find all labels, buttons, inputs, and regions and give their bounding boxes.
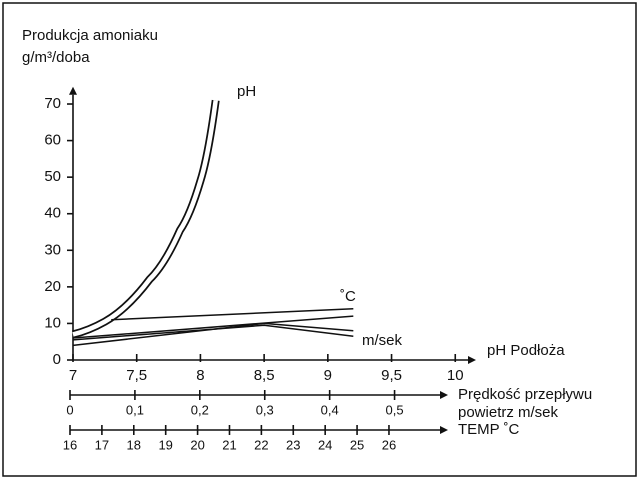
series-line — [72, 315, 354, 339]
y-axis-head — [69, 86, 77, 95]
x-tick-label: 8,5 — [254, 367, 275, 384]
series-line — [72, 322, 354, 347]
x-tick-label: 9,5 — [381, 367, 402, 384]
y-tick-label: 60 — [44, 132, 61, 149]
extra-tick-label: 17 — [95, 437, 109, 452]
extra-tick-label: 23 — [286, 437, 300, 452]
series-label: m/sek — [362, 332, 403, 349]
y-tick-label: 40 — [44, 205, 61, 222]
extra-tick-label: 20 — [190, 437, 204, 452]
extra-axis-head — [440, 391, 448, 399]
x-axis-label: pH Podłoża — [487, 342, 565, 359]
series-line — [72, 324, 354, 341]
y-tick-label: 50 — [44, 168, 61, 185]
series-line — [72, 99, 220, 339]
x-axis-head — [468, 356, 476, 364]
y-tick-label: 30 — [44, 241, 61, 258]
extra-tick-label: 25 — [350, 437, 364, 452]
y-tick-label: 10 — [44, 314, 61, 331]
extra-axis-label: powietrz m/sek — [458, 404, 559, 421]
extra-tick-label: 22 — [254, 437, 268, 452]
extra-tick-label: 24 — [318, 437, 332, 452]
extra-tick-label: 19 — [158, 437, 172, 452]
series-line-inner — [72, 100, 218, 337]
x-tick-label: 7,5 — [126, 367, 147, 384]
y-tick-label: 0 — [53, 351, 61, 368]
extra-tick-label: 0 — [66, 402, 73, 417]
extra-tick-label: 0,3 — [256, 402, 274, 417]
series-label: ˚C — [340, 288, 356, 305]
extra-tick-label: 0,1 — [126, 402, 144, 417]
extra-tick-label: 26 — [382, 437, 396, 452]
y-unit: g/m³/doba — [22, 49, 90, 66]
extra-tick-label: 21 — [222, 437, 236, 452]
x-tick-label: 10 — [447, 367, 464, 384]
extra-axis-label: Prędkość przepływu — [458, 386, 592, 403]
extra-axis-label: TEMP ˚C — [458, 421, 520, 438]
extra-tick-label: 0,5 — [386, 402, 404, 417]
series-line — [111, 308, 354, 321]
extra-axis-head — [440, 426, 448, 434]
x-tick-label: 7 — [69, 367, 77, 384]
x-tick-label: 8 — [196, 367, 204, 384]
series-label: pH — [237, 83, 256, 100]
extra-tick-label: 0,4 — [321, 402, 339, 417]
y-tick-label: 20 — [44, 278, 61, 295]
chart-title: Produkcja amoniaku — [22, 27, 158, 44]
extra-tick-label: 18 — [127, 437, 141, 452]
x-tick-label: 9 — [324, 367, 332, 384]
extra-tick-label: 0,2 — [191, 402, 209, 417]
extra-tick-label: 16 — [63, 437, 77, 452]
y-tick-label: 70 — [44, 95, 61, 112]
